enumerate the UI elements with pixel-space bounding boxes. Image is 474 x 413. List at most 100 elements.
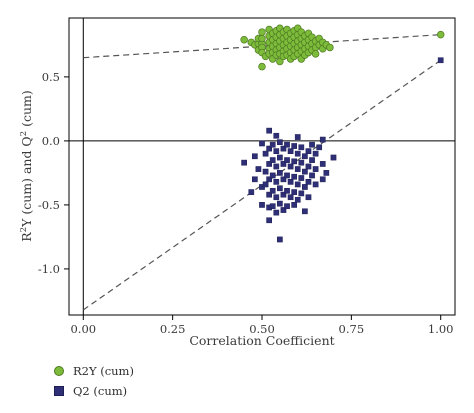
legend: R2Y (cum) Q2 (cum): [54, 361, 134, 401]
q2-point: [277, 170, 283, 176]
q2-point: [273, 148, 280, 154]
q2-point: [294, 150, 301, 157]
q2-point: [330, 154, 337, 161]
y-axis-ticks: 0.5 0.0 -0.5 -1.0: [38, 70, 69, 276]
legend-item-q2: Q2 (cum): [54, 381, 134, 401]
q2-point: [277, 200, 283, 207]
legend-item-r2y: R2Y (cum): [54, 361, 134, 381]
q2-point: [305, 163, 312, 170]
q2-point: [319, 161, 326, 167]
y-tick-label: 0.0: [42, 134, 60, 148]
q2-point: [284, 157, 290, 163]
series-1-points: [241, 57, 444, 243]
q2-point: [266, 217, 272, 224]
q2-point: [316, 144, 323, 151]
q2-point: [280, 161, 287, 167]
x-tick-label: 1.00: [428, 322, 454, 336]
q2-point: [269, 172, 276, 179]
q2-point: [269, 187, 276, 194]
y-tick-label: 0.5: [42, 70, 60, 84]
q2-point: [284, 172, 290, 179]
q2-point: [266, 176, 272, 183]
q2-point: [287, 148, 294, 154]
q2-point: [262, 150, 269, 157]
q2-point: [273, 209, 280, 216]
q2-point: [262, 181, 269, 188]
plot-frame: [68, 17, 456, 316]
q2-point: [277, 236, 283, 243]
q2-point: [294, 196, 301, 203]
q2-point: [255, 166, 262, 172]
r2y-point: [436, 30, 445, 39]
q2-point: [302, 168, 308, 175]
q2-point: [302, 153, 308, 160]
q2-point: [269, 203, 276, 210]
x-tick-label: 0.50: [249, 322, 275, 336]
q2-point: [259, 202, 265, 208]
q2-point: [291, 173, 298, 180]
q2-point: [241, 159, 247, 166]
q2-point: [305, 179, 312, 185]
q2-point: [284, 141, 290, 148]
q2-point: [437, 57, 444, 64]
q2-point: [309, 172, 315, 179]
y-tick-label: -0.5: [38, 198, 60, 212]
regression-lines: [82, 34, 442, 311]
x-tick-label: 0.75: [339, 322, 365, 336]
x-axis-ticks: 0.00 0.25 0.50 0.75 1.00: [70, 315, 454, 336]
r2y-point: [258, 28, 266, 36]
q2-point: [291, 202, 298, 208]
x-tick-label: 0.00: [70, 322, 96, 336]
q2-point: [284, 203, 290, 210]
circle-green-icon: [54, 366, 64, 376]
q2-point: [280, 145, 287, 152]
q2-point: [280, 207, 287, 213]
q2-point: [266, 145, 272, 152]
q2-point: [323, 170, 330, 176]
r2y-point: [311, 50, 320, 58]
y-tick-label: -1.0: [38, 262, 60, 276]
q2-point: [319, 176, 326, 183]
q2-point: [309, 157, 315, 163]
q2-point: [298, 144, 305, 151]
q2-point: [302, 208, 308, 215]
q2-point: [294, 134, 301, 140]
q2-point: [273, 194, 280, 201]
x-tick-label: 0.25: [160, 322, 186, 336]
q2-point: [298, 159, 305, 166]
q2-point: [262, 168, 269, 175]
q2-point: [294, 166, 301, 172]
q2-point: [298, 175, 305, 181]
q2-point: [269, 141, 276, 148]
q2-point: [280, 176, 287, 183]
q2-point: [269, 157, 276, 163]
q2-point: [291, 189, 298, 195]
y-axis-title: R2Y (cum) and Q2 (cum): [19, 90, 34, 242]
q2-point: [298, 190, 305, 197]
regression-line-series-1: [82, 59, 442, 311]
q2-point: [312, 150, 319, 157]
r2y-point: [240, 36, 248, 44]
q2-point: [294, 181, 301, 188]
series-0-points: [240, 24, 445, 71]
q2-point: [312, 181, 319, 188]
q2-point: [305, 194, 312, 201]
q2-point: [266, 191, 272, 198]
r2y-point: [258, 34, 266, 43]
q2-point: [309, 141, 315, 148]
q2-point: [291, 143, 298, 149]
q2-point: [277, 154, 283, 161]
q2-point: [277, 139, 283, 146]
r2y-point: [258, 62, 266, 71]
x-axis-title: Correlation Coefficient: [189, 333, 334, 348]
q2-point: [291, 158, 298, 165]
r2y-point: [276, 57, 284, 66]
legend-label-q2: Q2 (cum): [73, 384, 128, 398]
q2-point: [252, 176, 258, 183]
q2-point: [305, 148, 312, 154]
q2-point: [273, 163, 280, 170]
square-navy-icon: [54, 386, 64, 396]
q2-point: [319, 136, 326, 143]
q2-point: [277, 185, 283, 192]
